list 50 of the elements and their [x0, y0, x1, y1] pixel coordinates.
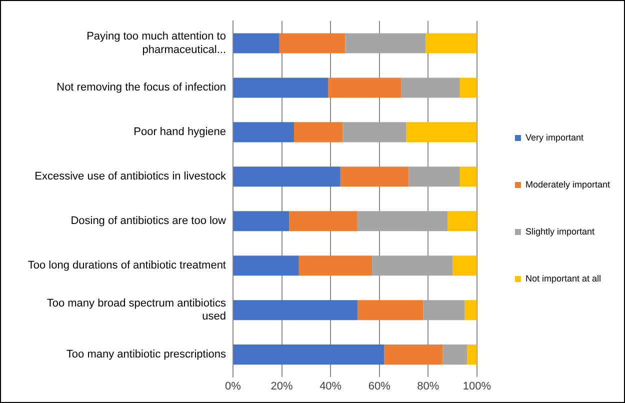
y-tick-label: Too many antibiotic prescriptions [66, 348, 226, 361]
bar [234, 256, 299, 276]
bar [279, 33, 346, 54]
legend-label: Not important at all [525, 273, 602, 284]
bar [408, 166, 460, 187]
y-tick-label: Paying too much attention to pharmaceutical... [86, 30, 226, 56]
legend-label: Moderately important [525, 179, 610, 190]
bar [372, 256, 453, 276]
y-tick-label: Excessive use of antibiotics in livestock [34, 170, 226, 183]
x-tick-label: 80% [417, 380, 440, 392]
bar [234, 166, 340, 187]
bar [401, 78, 460, 98]
bar [464, 300, 477, 320]
x-tick-label: 60% [368, 380, 391, 392]
bar [234, 33, 280, 54]
bar [384, 344, 443, 365]
bar [340, 166, 409, 187]
bar [460, 78, 477, 98]
bar [448, 211, 477, 232]
y-tick-label: Too long durations of antibiotic treatment [28, 260, 226, 272]
legend-label: Slightly important [525, 226, 595, 236]
bar [357, 300, 424, 320]
bar [234, 344, 384, 365]
bar [406, 122, 477, 142]
bar [345, 33, 426, 54]
x-tick-label: 100% [462, 380, 492, 392]
y-tick-label: Not removing the focus of infection [56, 82, 226, 94]
bar [234, 211, 290, 232]
bar [234, 78, 328, 98]
bar [342, 122, 406, 142]
bar [298, 256, 372, 276]
y-tick-label: Dosing of antibiotics are too low [70, 215, 226, 228]
x-tick-label: 40% [320, 380, 342, 392]
bar [460, 166, 477, 187]
bar [452, 256, 477, 276]
x-tick-label: 20% [270, 380, 294, 392]
y-tick-label: Poor hand hygiene [134, 126, 226, 138]
bar [467, 344, 477, 365]
bar [357, 211, 448, 232]
bar [294, 122, 343, 142]
bar [442, 344, 468, 365]
bar [328, 78, 402, 98]
bar [234, 300, 358, 320]
bar [234, 122, 294, 142]
y-tick-label: Too many broad spectrum antibiotics used [46, 298, 226, 323]
legend-label: Very important [525, 132, 584, 142]
bar [289, 211, 358, 232]
x-tick-label: 0% [225, 380, 242, 392]
bar [426, 33, 477, 54]
bar [423, 300, 465, 320]
